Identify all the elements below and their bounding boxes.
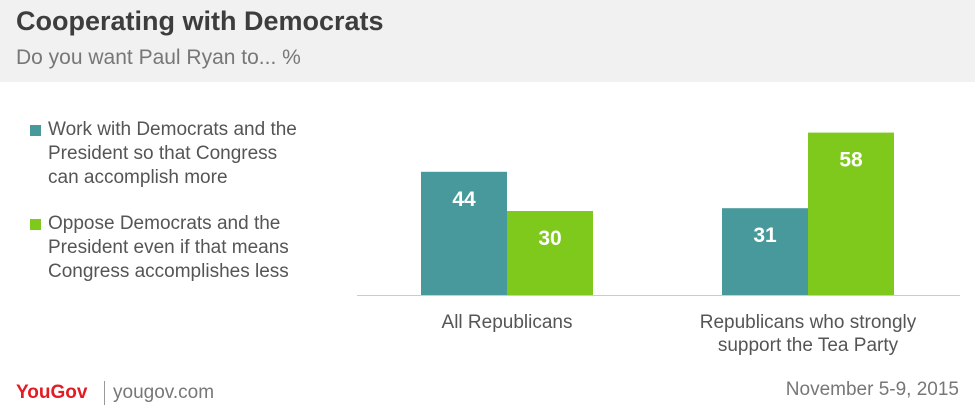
bars-group: 44 30 31 58 (421, 132, 894, 295)
yougov-logo: YouGov (16, 382, 88, 403)
bar-value-label-oppose-1: 30 (538, 227, 561, 250)
chart-legend: Work with Democrats and the President so… (26, 118, 356, 284)
legend-item-oppose: Oppose Democrats and the President even … (26, 212, 356, 284)
legend-item-work: Work with Democrats and the President so… (26, 118, 356, 190)
legend-label-work: Work with Democrats and the President so… (48, 119, 297, 188)
bar-value-label-work-1: 44 (452, 188, 476, 211)
bar-value-label-oppose-2: 58 (839, 149, 863, 172)
legend-swatch-work (30, 125, 41, 136)
bar-oppose-2 (808, 132, 894, 295)
chart-title: Cooperating with Democrats (16, 6, 384, 36)
bar-work-1 (421, 171, 507, 295)
survey-date: November 5-9, 2015 (785, 379, 959, 400)
bar-oppose-1 (507, 211, 593, 295)
chart-header: Cooperating with Democrats Do you want P… (0, 0, 975, 82)
bar-value-label-work-2: 31 (753, 224, 777, 247)
legend-label-oppose: Oppose Democrats and the President even … (48, 213, 289, 282)
chart-subtitle: Do you want Paul Ryan to... % (16, 46, 301, 69)
footer-divider (104, 381, 105, 405)
category-labels-group: All Republicans Republicans who strongly s… (442, 312, 917, 356)
legend-swatch-oppose (30, 219, 41, 230)
bar-work-2 (722, 208, 808, 295)
category-label-1: All Republicans (442, 312, 573, 333)
footer-url: yougov.com (113, 382, 215, 403)
category-label-2: Republicans who strongly support the Tea … (700, 312, 917, 356)
